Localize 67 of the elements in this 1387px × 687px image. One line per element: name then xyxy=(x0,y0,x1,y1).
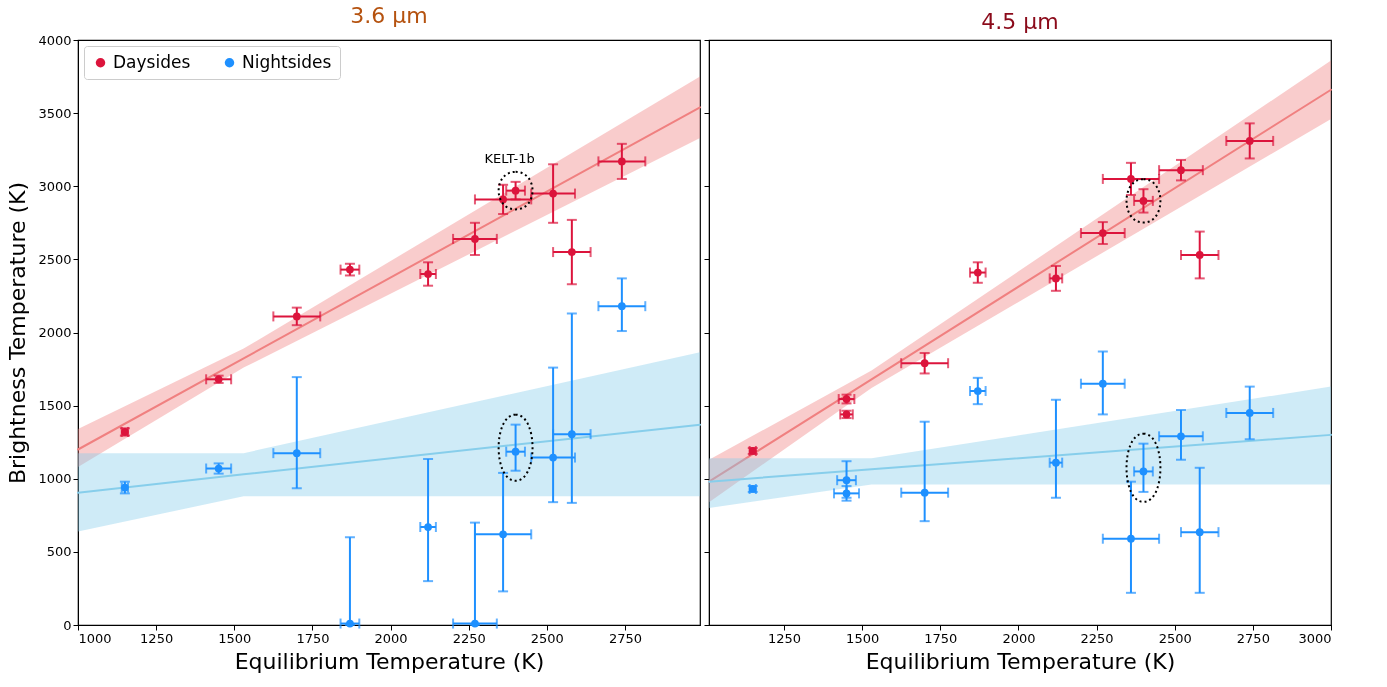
chart-title: 4.5 μm xyxy=(981,8,1059,34)
y-tick-label: 2500 xyxy=(38,251,72,267)
y-tick-label: 1000 xyxy=(38,471,72,487)
x-tick-label: 2250 xyxy=(1080,630,1114,646)
legend-label: Nightsides xyxy=(242,51,332,72)
x-tick-label: 2500 xyxy=(1158,630,1192,646)
x-tick-label: 1750 xyxy=(924,630,958,646)
point xyxy=(1245,409,1254,417)
x-tick-label: 1250 xyxy=(767,630,802,646)
point xyxy=(567,248,576,256)
x-tick-label: 2000 xyxy=(374,630,408,646)
point xyxy=(920,359,929,368)
x-tick-label: 3000 xyxy=(1298,630,1332,646)
x-tick-label: 2250 xyxy=(452,630,486,646)
point xyxy=(1052,274,1060,283)
y-tick-label: 3500 xyxy=(38,105,72,121)
point xyxy=(1245,137,1254,145)
point xyxy=(471,235,479,243)
y-tick-label: 4000 xyxy=(38,32,72,48)
point xyxy=(617,157,626,166)
point xyxy=(973,268,982,277)
chart-title: 3.6 μm xyxy=(350,3,428,28)
y-tick-label: 0 xyxy=(63,617,72,633)
point xyxy=(1177,432,1185,441)
point xyxy=(567,430,576,439)
point xyxy=(471,619,479,628)
point xyxy=(499,530,507,539)
y-tick-label: 500 xyxy=(46,544,72,560)
x-tick-label: 1500 xyxy=(846,630,880,646)
y-tick-label: 3000 xyxy=(38,178,72,194)
x-tick-label: 2750 xyxy=(608,630,643,646)
point xyxy=(842,476,851,485)
point xyxy=(511,447,520,456)
x-tick-label: 1250 xyxy=(140,630,174,646)
point xyxy=(1098,379,1107,388)
point xyxy=(1127,534,1135,543)
point xyxy=(292,449,301,458)
x-tick-label: 2750 xyxy=(1236,630,1270,646)
point xyxy=(1127,175,1135,183)
point xyxy=(920,488,929,497)
point xyxy=(1052,458,1060,467)
y-tick-label: 2000 xyxy=(38,325,72,340)
point xyxy=(842,489,851,498)
point xyxy=(1098,229,1107,237)
point xyxy=(549,453,557,462)
x-axis-title: Equilibrium Temperature (K) xyxy=(234,648,545,674)
y-tick-label: 1500 xyxy=(38,398,72,414)
point xyxy=(1195,528,1204,536)
point xyxy=(549,189,557,198)
legend-label: Daysides xyxy=(113,51,191,72)
x-tick-label: 1000 xyxy=(78,630,112,646)
x-tick-label: 2500 xyxy=(530,630,564,646)
y-axis-title: Brightness Temperature (K) xyxy=(5,181,31,485)
annotation: KELT-1b xyxy=(484,150,535,166)
x-tick-label: 2000 xyxy=(1002,630,1036,646)
point xyxy=(346,619,354,628)
point xyxy=(617,302,626,311)
point xyxy=(1177,166,1185,175)
x-tick-label: 1750 xyxy=(296,630,330,646)
x-tick-label: 1500 xyxy=(218,630,252,646)
point xyxy=(1139,467,1148,476)
point xyxy=(1195,251,1204,259)
point xyxy=(424,523,432,531)
x-axis-title: Equilibrium Temperature (K) xyxy=(865,648,1176,674)
point xyxy=(292,312,301,321)
point xyxy=(973,387,982,395)
point xyxy=(424,270,432,278)
